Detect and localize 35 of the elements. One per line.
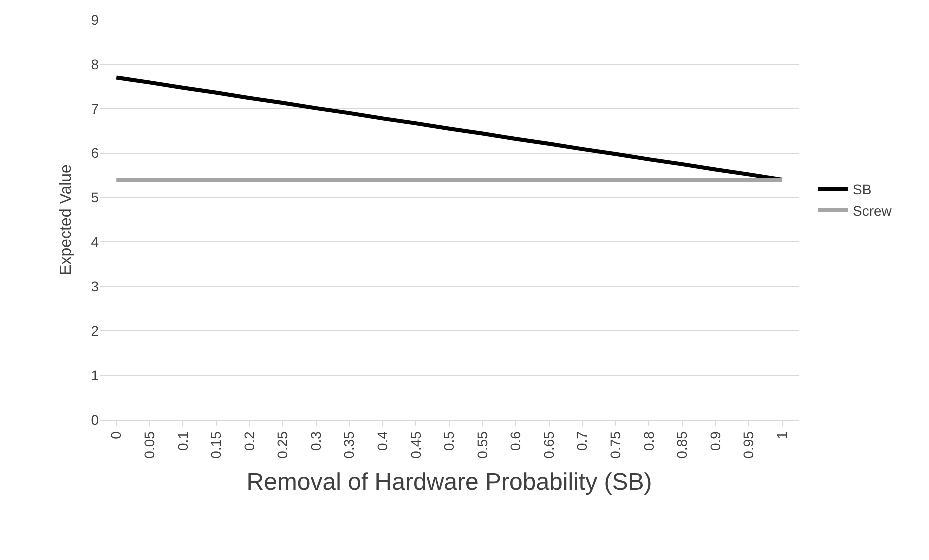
y-tick-label: 1: [91, 367, 100, 384]
legend-label: Screw: [852, 202, 893, 219]
x-tick-label: 0.05: [141, 431, 158, 459]
x-tick-label: 0.35: [341, 431, 358, 459]
x-tick-label: 0.55: [474, 431, 490, 459]
y-tick-label: 4: [91, 234, 100, 250]
y-tick-label: 0: [91, 412, 100, 428]
x-tick-label: 0.9: [707, 431, 724, 452]
x-tick-label: 1: [774, 431, 790, 440]
x-tick-label: 0.2: [241, 431, 258, 452]
x-tick-label: 0.25: [274, 431, 291, 459]
y-tick-label: 5: [91, 190, 100, 206]
y-tick-label: 8: [91, 56, 100, 72]
x-tick-label: 0.85: [674, 431, 690, 459]
y-tick-label: 2: [91, 323, 100, 340]
y-tick-label: 7: [91, 100, 100, 117]
x-tick-label: 0: [108, 431, 124, 440]
y-tick-label: 6: [91, 145, 100, 162]
x-tick-label: 0.5: [441, 431, 458, 452]
x-tick-label: 0.6: [508, 431, 524, 452]
x-tick-label: 0.4: [374, 431, 390, 452]
x-tick-label: 0.7: [574, 431, 590, 452]
x-tick-label: 0.15: [208, 431, 224, 459]
x-tick-label: 0.1: [174, 431, 191, 452]
y-tick-label: 9: [91, 12, 100, 28]
legend-label: SB: [852, 182, 872, 198]
x-tick-label: 0.95: [740, 431, 757, 459]
x-axis-title: Removal of Hardware Probability (SB): [246, 469, 652, 496]
y-tick-label: 3: [91, 278, 100, 295]
y-axis-title: Expected Value: [58, 164, 76, 276]
x-tick-label: 0.65: [540, 431, 557, 459]
x-tick-label: 0.45: [408, 431, 424, 459]
x-tick-label: 0.8: [640, 431, 657, 452]
x-tick-label: 0.75: [607, 431, 624, 459]
x-tick-label: 0.3: [308, 431, 324, 452]
